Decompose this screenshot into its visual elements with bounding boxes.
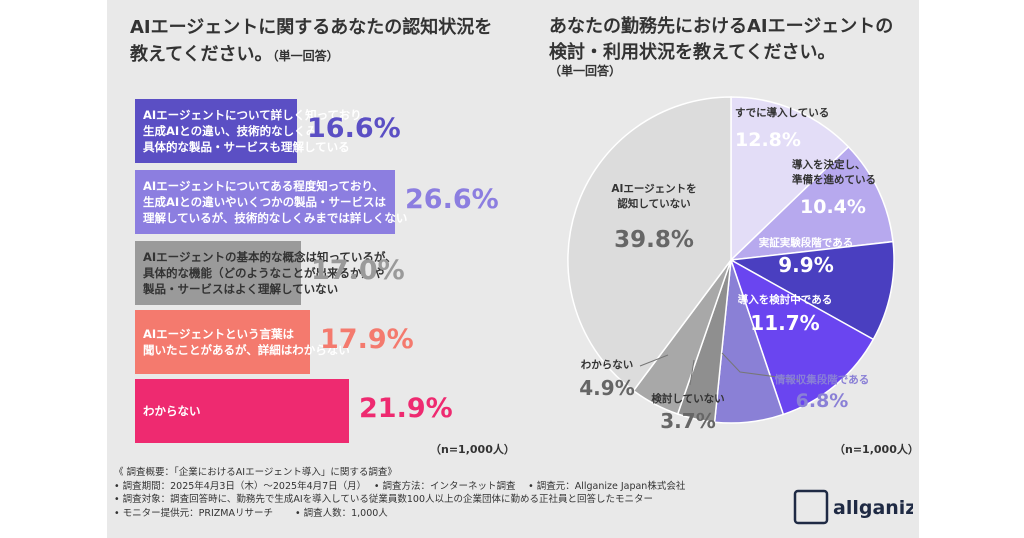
bar-value-label: 17.0% (311, 255, 405, 286)
svg-text:allganize: allganize (833, 497, 913, 519)
left-chart-title: AIエージェントに関するあなたの認知状況を 教えてください。（単一回答） (130, 17, 493, 65)
right-sample-size: （n=1,000人） (834, 443, 919, 456)
footer-line: • モニター提供元：PRIZMAリサーチ • 調査人数：1,000人 (114, 507, 388, 519)
bar-label: AIエージェントという言葉は 聞いたことがあるが、詳細はわからない (143, 327, 350, 357)
right-chart-subtitle: （単一回答） (549, 64, 622, 78)
bar-value-label: 21.9% (359, 393, 453, 424)
bar-label: AIエージェントについてある程度知っており、 生成AIとの違いやいくつかの製品・… (143, 179, 408, 225)
right-chart-title: あなたの勤務先におけるAIエージェントの 検討・利用状況を教えてください。 (549, 16, 894, 63)
survey-footer: 《 調査概要：「企業におけるAIエージェント導入」に関する調査》 • 調査期間：… (114, 466, 685, 520)
bar-value-label: 16.6% (307, 113, 401, 144)
bar-label: わからない (143, 404, 201, 418)
bar (135, 310, 310, 374)
footer-line: • 調査対象：調査回答時に、勤務先で生成AIを導入している従業員数100人以上の… (114, 494, 653, 505)
footer-line: 《 調査概要：「企業におけるAIエージェント導入」に関する調査》 (114, 467, 397, 478)
bar (135, 170, 395, 234)
logo-mark-icon (793, 489, 829, 525)
bar-label: AIエージェントについて詳しく知っており、 生成AIとの違い、技術的なしくみ、 … (143, 108, 373, 154)
bar-value-label: 26.6% (405, 184, 499, 215)
footer-line: • 調査期間：2025年4月3日（木）〜2025年4月7日（月） • 調査方法：… (114, 480, 686, 492)
left-sample-size: （n=1,000人） (430, 443, 515, 456)
bar (135, 99, 297, 163)
bar-value-label: 17.9% (320, 324, 414, 355)
bar (135, 379, 349, 443)
bar-label: AIエージェントの基本的な概念は知っているが、 具体的な機能（どのようなことが出… (143, 250, 397, 296)
bar (135, 241, 301, 305)
allganize-logo: allganize (793, 487, 929, 529)
